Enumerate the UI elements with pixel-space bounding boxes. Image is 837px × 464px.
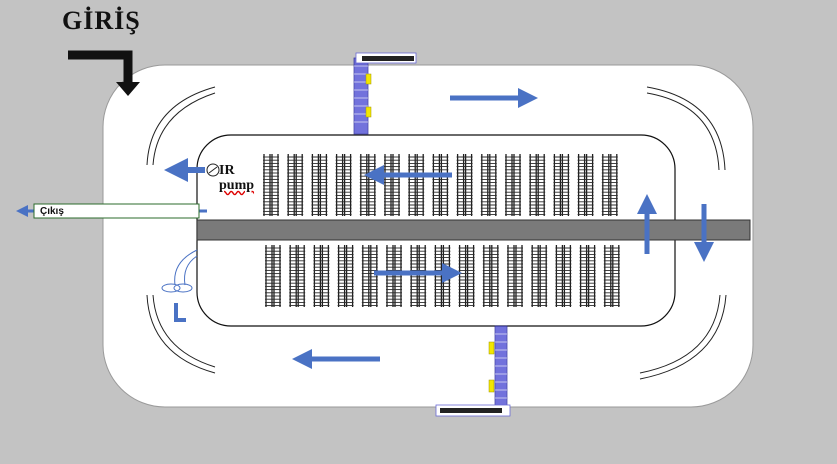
rack-column [287, 154, 304, 216]
rack-column [335, 154, 352, 216]
central-shaft [196, 219, 751, 241]
rack-column [410, 245, 427, 307]
rack-column [289, 245, 306, 307]
hose-icon [161, 249, 198, 293]
return-arrow-icon [174, 303, 186, 322]
rack-column [529, 154, 546, 216]
rack-column [577, 154, 594, 216]
pump-label: IR pump [219, 163, 259, 193]
rack-row-bottom [265, 245, 620, 307]
rack-column [482, 245, 499, 307]
rack-row-top [263, 154, 618, 216]
rack-column [311, 154, 328, 216]
rack-column [553, 154, 570, 216]
sensor-top-1 [365, 73, 372, 85]
rack-column [456, 154, 473, 216]
rack-column [531, 245, 548, 307]
rack-column [361, 245, 378, 307]
pump-label-line2: pump [219, 178, 255, 193]
rack-column [313, 245, 330, 307]
rack-column [505, 154, 521, 216]
conveyor-bottom [435, 325, 511, 417]
corner-guards [146, 86, 727, 380]
rack-column [555, 245, 572, 307]
rack-column [359, 154, 376, 216]
elbow-down-arrow-icon [68, 50, 140, 96]
sensor-bottom-1 [488, 341, 495, 355]
sensor-top-2 [365, 106, 372, 118]
rack-column [507, 245, 523, 307]
sensor-bottom-2 [488, 379, 495, 393]
rack-column [432, 154, 449, 216]
exit-label: Çıkış [40, 206, 64, 217]
rack-column [480, 154, 497, 216]
rack-column [386, 245, 402, 307]
pump-label-line1: IR [219, 163, 235, 178]
rack-column [265, 245, 281, 307]
rack-column [263, 154, 279, 216]
rack-column [579, 245, 596, 307]
conveyor-top [353, 52, 417, 135]
flow-arrows [16, 88, 714, 369]
pump-icon [206, 163, 220, 177]
exit-chute [33, 203, 200, 219]
rack-column [458, 245, 475, 307]
rack-column [603, 245, 620, 307]
entrance-label: GİRİŞ [62, 6, 141, 35]
rack-column [601, 154, 618, 216]
rack-column [337, 245, 354, 307]
